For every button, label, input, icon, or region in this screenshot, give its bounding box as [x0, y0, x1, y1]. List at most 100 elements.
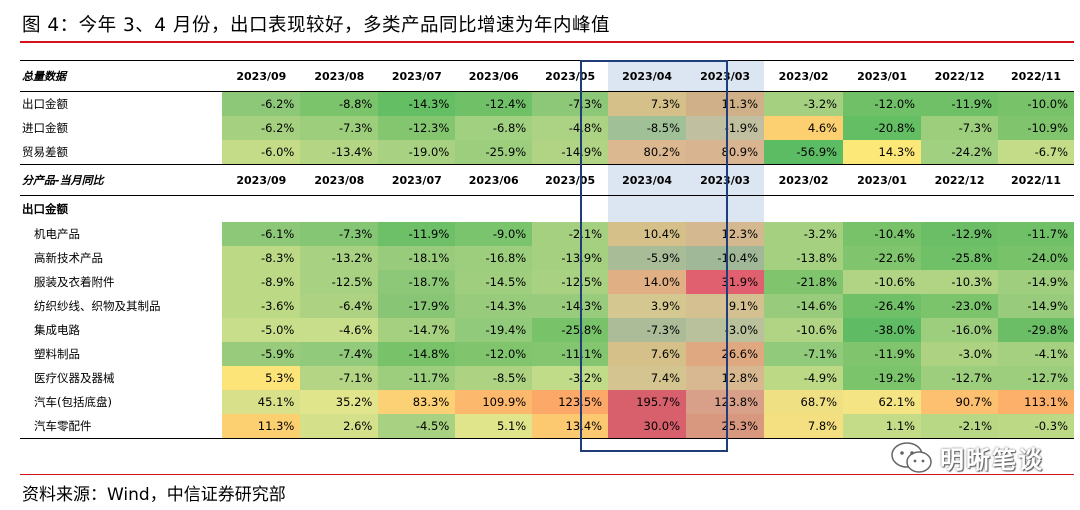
row-label: 集成电路 — [34, 323, 80, 337]
period-header: 2023/04 — [608, 60, 687, 92]
data-cell: -13.9% — [532, 246, 609, 270]
data-cell: -12.7% — [998, 366, 1074, 390]
period-header: 2023/08 — [300, 164, 379, 196]
data-cell: -19.2% — [843, 366, 922, 390]
data-cell: 123.5% — [532, 390, 609, 414]
data-cell: 9.1% — [686, 294, 765, 318]
data-cell: -13.8% — [764, 246, 844, 270]
data-cell: 26.6% — [686, 342, 765, 366]
data-cell: -7.3% — [300, 116, 379, 140]
data-cell: 195.7% — [608, 390, 687, 414]
figure-title: 图 4：今年 3、4 月份，出口表现较好，多类产品同比增速为年内峰值 — [22, 15, 610, 36]
data-cell: -25.9% — [455, 140, 533, 165]
group-cell — [222, 196, 300, 223]
data-table: 总量数据 2023/09 2023/08 2023/07 2023/06 2023/05 2… — [20, 60, 1074, 439]
row-label: 塑料制品 — [34, 347, 80, 361]
table-row: 机电产品 -6.1% -7.3% -11.9% -9.0% -2.1% 10.4% 12.3%… — [20, 222, 1074, 246]
data-cell: 7.4% — [608, 366, 687, 390]
table-row: 高新技术产品 -8.3% -13.2% -18.1% -16.8% -13.9% -5.9%… — [20, 246, 1074, 270]
data-cell: -12.9% — [921, 222, 999, 246]
row-label: 汽车(包括底盘) — [34, 395, 112, 409]
data-cell: -20.8% — [843, 116, 922, 140]
data-cell: -7.1% — [300, 366, 379, 390]
data-cell: -11.9% — [378, 222, 456, 246]
row-label: 纺织纱线、织物及其制品 — [34, 299, 161, 313]
data-cell: 11.3% — [222, 414, 301, 439]
title-rule — [20, 41, 1074, 43]
group-label: 出口金额 — [22, 202, 68, 216]
period-header: 2023/06 — [455, 164, 533, 196]
data-cell: -14.3% — [455, 294, 533, 318]
data-cell: -14.8% — [378, 342, 456, 366]
data-cell: -16.8% — [455, 246, 533, 270]
group-cell — [686, 195, 765, 222]
data-cell: -56.9% — [764, 140, 844, 165]
data-cell: -8.3% — [222, 246, 301, 270]
period-header: 2023/02 — [764, 164, 844, 196]
data-cell: -26.4% — [843, 294, 922, 318]
period-header: 2022/11 — [998, 164, 1074, 196]
data-cell: 12.8% — [686, 366, 765, 390]
data-cell: -14.6% — [764, 294, 844, 318]
period-header: 2023/03 — [686, 164, 765, 196]
period-header: 2023/07 — [378, 60, 456, 92]
data-cell: 2.6% — [300, 414, 379, 439]
data-cell: -19.0% — [378, 140, 456, 165]
data-cell: -6.7% — [998, 140, 1074, 165]
table-row: 汽车零配件 11.3% 2.6% -4.5% 5.1% 13.4% 30.0% 25.3% 7.… — [20, 414, 1074, 439]
data-cell: -2.1% — [921, 414, 999, 439]
data-cell: -11.1% — [532, 342, 609, 366]
period-header: 2022/12 — [921, 60, 999, 92]
data-cell: -7.1% — [764, 342, 844, 366]
data-cell: 109.9% — [455, 390, 533, 414]
group-cell — [532, 196, 608, 223]
period-header: 2023/02 — [764, 60, 844, 92]
data-cell: -12.7% — [921, 366, 999, 390]
data-cell: -9.0% — [455, 222, 533, 246]
data-cell: -24.2% — [921, 140, 999, 165]
data-cell: -6.8% — [455, 116, 533, 140]
data-cell: -4.1% — [998, 342, 1074, 366]
period-header: 2023/07 — [378, 164, 456, 196]
data-cell: 62.1% — [843, 390, 922, 414]
data-cell: -10.6% — [764, 318, 844, 342]
data-cell: 83.3% — [378, 390, 456, 414]
data-cell: 35.2% — [300, 390, 379, 414]
period-header: 2023/01 — [843, 164, 922, 196]
data-cell: 7.8% — [764, 414, 844, 439]
row-label: 进口金额 — [22, 121, 68, 135]
data-cell: -7.4% — [300, 342, 379, 366]
data-cell: -19.4% — [455, 318, 533, 342]
section-label: 分产品-当月同比 — [20, 164, 223, 196]
table-row: 纺织纱线、织物及其制品 -3.6% -6.4% -17.9% -14.3% -14.3% 3… — [20, 294, 1074, 318]
data-cell: -11.9% — [843, 342, 922, 366]
data-cell: 13.4% — [532, 414, 609, 439]
footer-rule — [20, 474, 1074, 475]
data-cell: -12.0% — [455, 342, 533, 366]
data-cell: 10.4% — [608, 222, 687, 246]
data-cell: -12.4% — [455, 91, 533, 116]
group-cell — [843, 196, 921, 223]
data-cell: -6.1% — [222, 222, 301, 246]
period-header: 2023/04 — [608, 164, 687, 196]
data-cell: -10.3% — [921, 270, 999, 294]
data-cell: -14.3% — [378, 91, 456, 116]
data-cell: 45.1% — [222, 390, 301, 414]
data-cell: -14.7% — [378, 318, 456, 342]
period-header: 2022/11 — [998, 60, 1074, 92]
table-row: 服装及衣着附件 -8.9% -12.5% -18.7% -14.5% -12.5% 14.0… — [20, 270, 1074, 294]
group-cell — [921, 196, 998, 223]
data-cell: -12.3% — [378, 116, 456, 140]
table-row: 集成电路 -5.0% -4.6% -14.7% -19.4% -25.8% -7.3% -3.… — [20, 318, 1074, 342]
data-cell: 90.7% — [921, 390, 999, 414]
data-cell: -12.5% — [300, 270, 379, 294]
data-cell: -23.0% — [921, 294, 999, 318]
period-header: 2023/05 — [532, 60, 609, 92]
data-cell: 5.1% — [455, 414, 533, 439]
data-cell: -14.5% — [455, 270, 533, 294]
data-cell: -6.0% — [222, 140, 301, 165]
data-cell: 80.9% — [686, 140, 765, 165]
wechat-icon — [891, 441, 932, 473]
data-cell: -7.3% — [532, 91, 609, 116]
data-cell: -4.9% — [764, 366, 844, 390]
